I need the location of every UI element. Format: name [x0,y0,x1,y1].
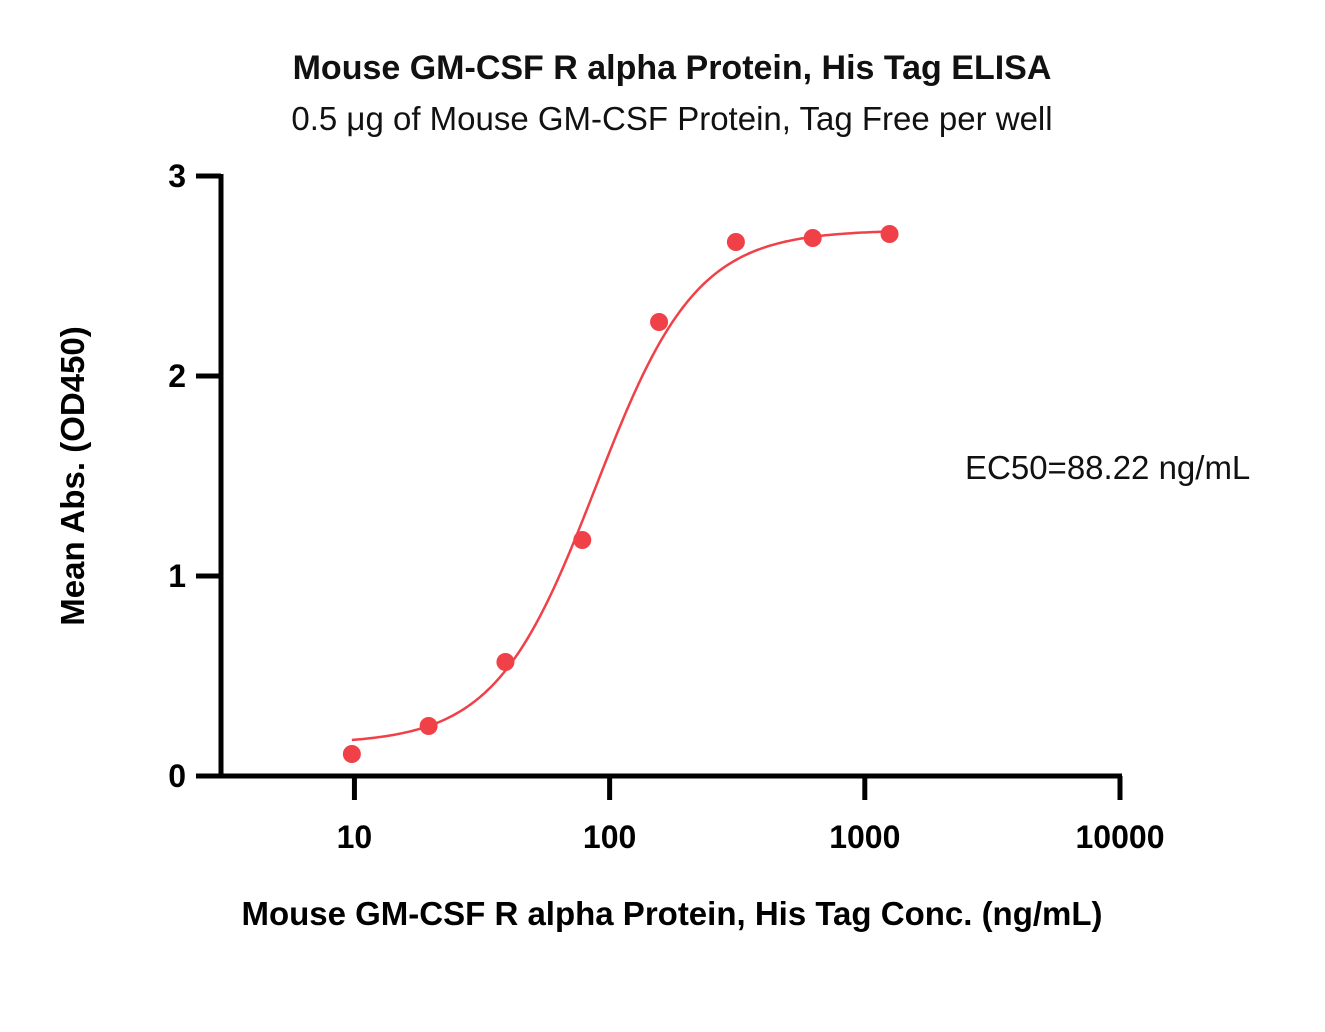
y-tick-label: 3 [168,158,186,194]
data-point [496,653,515,671]
y-tick-label: 0 [168,758,186,794]
x-axis-title: Mouse GM-CSF R alpha Protein, His Tag Co… [241,895,1102,932]
chart-subtitle: 0.5 μg of Mouse GM-CSF Protein, Tag Free… [291,100,1052,137]
ec50-annotation: EC50=88.22 ng/mL [965,449,1250,486]
axes: 0 1 2 3 10 100 1000 10000 [168,158,1164,855]
x-tick-label: 10000 [1076,819,1165,855]
x-tick-label: 10 [337,819,373,855]
x-tick-label: 100 [583,819,636,855]
data-point [650,313,669,331]
data-point [803,229,822,247]
data-point [419,717,438,735]
data-point [573,531,592,549]
data-point [726,233,745,251]
y-axis-title: Mean Abs. (OD450) [54,326,91,626]
data-points-layer [342,225,899,763]
data-point [880,225,899,243]
fit-curve [351,230,890,742]
y-tick-label: 2 [168,358,186,394]
chart-title: Mouse GM-CSF R alpha Protein, His Tag EL… [293,49,1052,87]
y-tick-label: 1 [168,558,186,594]
x-tick-label: 1000 [829,819,900,855]
fit-curve-layer [351,230,890,742]
data-point [342,745,361,763]
